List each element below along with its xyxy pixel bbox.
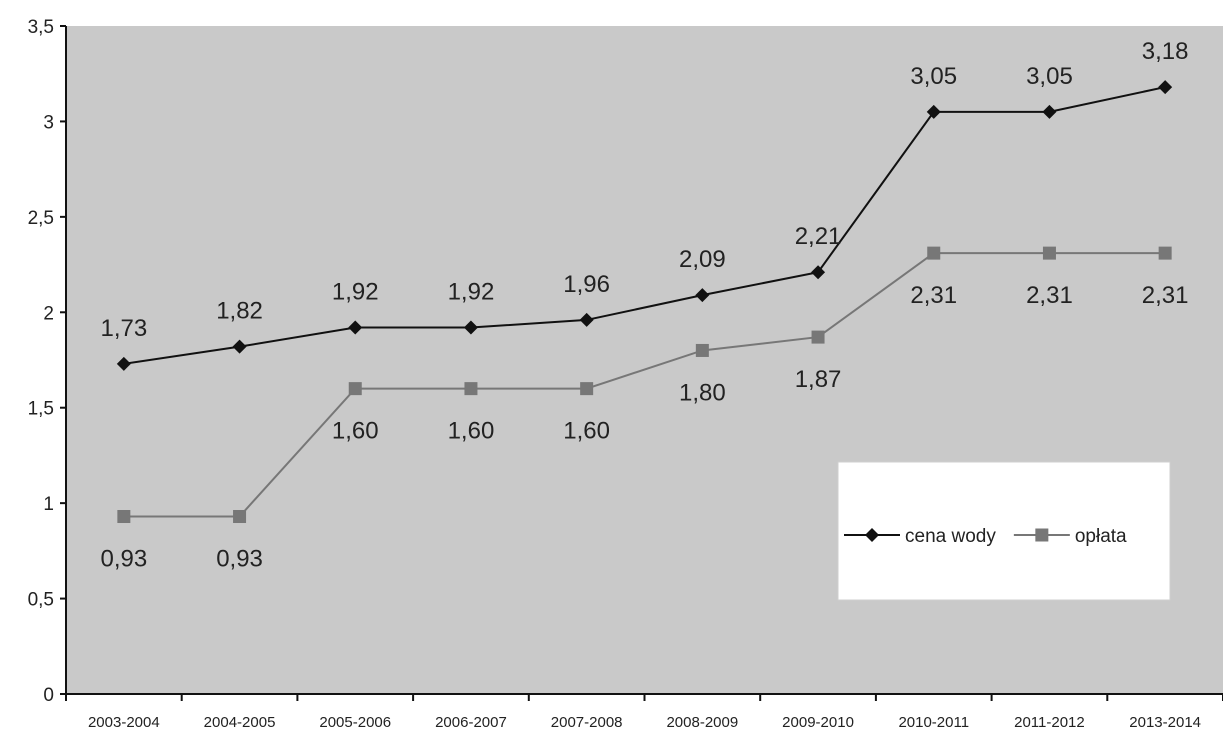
legend-item-2: opłata [1013, 526, 1127, 547]
data-label: 2,31 [1026, 282, 1073, 309]
legend-label: cena wody [905, 526, 996, 547]
data-point [348, 320, 363, 335]
data-label: 3,05 [1026, 63, 1073, 90]
y-tick-label: 1 [43, 494, 54, 515]
data-point [464, 382, 478, 396]
series-line [123, 86, 1166, 365]
data-point [1158, 80, 1173, 95]
data-point [232, 339, 247, 354]
x-axis: 2003-2004 2004-2005 2005-2006 2006-2007 2007… [65, 693, 1223, 731]
data-point [1042, 246, 1056, 260]
legend-marker [1035, 528, 1049, 542]
x-tick-label: 2011-2012 [1014, 714, 1085, 731]
legend-marker [865, 528, 879, 542]
y-tick-label: 2,5 [28, 208, 54, 229]
data-label: 1,96 [563, 271, 610, 298]
x-tick-label: 2008-2009 [666, 714, 738, 731]
series-layer: 1,73 1,82 1,92 1,92 1,96 2,09 2,21 3,05 3,05 3,18… [100, 38, 1188, 572]
legend-box [837, 461, 1171, 601]
data-label: 1,92 [448, 279, 495, 306]
data-point [927, 246, 941, 260]
legend-label: opłata [1075, 526, 1127, 547]
series-2: 0,93 0,93 1,60 1,60 1,60 1,80 1,87 2,31 2,31 2,31 [100, 246, 1189, 573]
series-line [123, 252, 1166, 518]
data-label: 0,93 [216, 546, 263, 573]
series-1: 1,73 1,82 1,92 1,92 1,96 2,09 2,21 3,05 3,05 3,18 [100, 38, 1189, 371]
x-tick-label: 2005-2006 [319, 714, 391, 731]
data-label: 3,18 [1142, 38, 1189, 65]
data-point [348, 382, 362, 396]
y-axis: 0 0,5 1 1,5 2 2,5 3 3,5 [28, 17, 67, 706]
y-tick-label: 3 [43, 112, 54, 133]
x-tick-label: 2006-2007 [435, 714, 507, 731]
data-label: 2,31 [1142, 282, 1189, 309]
data-label: 3,05 [910, 63, 957, 90]
data-label: 2,31 [910, 282, 957, 309]
data-point [695, 343, 709, 357]
data-point [695, 288, 710, 303]
legend: cena wody opłata [837, 461, 1171, 601]
data-label: 1,92 [332, 279, 379, 306]
data-point [580, 382, 594, 396]
y-tick-label: 0,5 [28, 590, 54, 611]
data-label: 1,82 [216, 298, 263, 325]
data-label: 2,21 [795, 223, 842, 250]
data-label: 2,09 [679, 246, 726, 273]
data-label: 1,80 [679, 379, 726, 406]
data-point [811, 330, 825, 344]
data-label: 1,87 [795, 366, 842, 393]
y-tick-label: 3,5 [28, 17, 54, 38]
data-point [233, 510, 247, 524]
data-label: 1,60 [332, 418, 379, 445]
x-tick-label: 2010-2011 [898, 714, 969, 731]
y-tick-label: 0 [43, 685, 54, 706]
data-label: 1,60 [448, 418, 495, 445]
data-point [116, 356, 131, 371]
data-point [463, 320, 478, 335]
data-point [579, 312, 594, 327]
data-point [1042, 104, 1057, 119]
data-label: 0,93 [100, 546, 147, 573]
y-tick-label: 2 [43, 303, 54, 324]
data-label: 1,60 [563, 418, 610, 445]
data-point [926, 104, 941, 119]
x-tick-label: 2004-2005 [204, 714, 276, 731]
data-point [1158, 246, 1172, 260]
legend-item-1: cena wody [844, 526, 996, 547]
data-point [117, 510, 131, 524]
x-tick-label: 2007-2008 [551, 714, 623, 731]
x-tick-label: 2003-2004 [88, 714, 160, 731]
data-point [811, 265, 826, 280]
x-tick-label: 2009-2010 [782, 714, 854, 731]
data-label: 1,73 [100, 315, 147, 342]
x-tick-label: 2013-2014 [1129, 714, 1201, 731]
y-tick-label: 1,5 [28, 399, 54, 420]
